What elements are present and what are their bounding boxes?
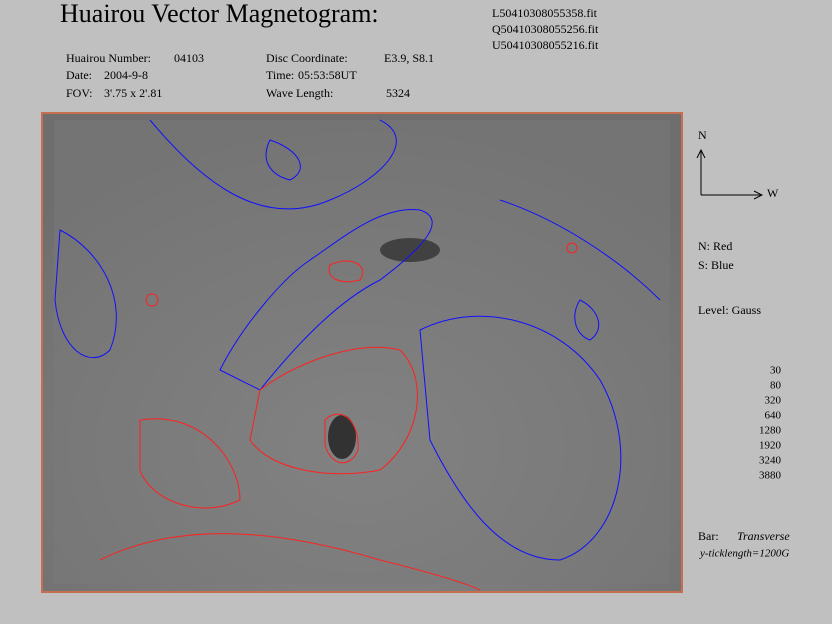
info-value: 3'.75 x 2'.81 [104, 86, 162, 100]
info-value: 04103 [174, 51, 204, 65]
info-value: E3.9, S8.1 [384, 51, 434, 65]
bar-note: y-ticklength=1200G [699, 548, 789, 560]
info-label: Huairou Number: [66, 51, 151, 65]
compass-arrows [696, 148, 764, 200]
info-label: Disc Coordinate: [266, 51, 348, 65]
info-label: Date: [66, 68, 92, 82]
magnetogram [41, 112, 683, 593]
level-value: 1280 [759, 425, 782, 437]
legend-level-title: Level: Gauss [698, 303, 761, 317]
file-name: L50410308055358.fit [492, 6, 598, 20]
level-value: 30 [770, 365, 782, 377]
compass-north: N [698, 128, 707, 142]
info-label: FOV: [66, 86, 92, 100]
legend-south: S: Blue [698, 258, 734, 272]
title: Huairou Vector Magnetogram: [60, 0, 379, 28]
info-label: Wave Length: [266, 86, 333, 100]
level-value: 3240 [759, 455, 782, 467]
info-label: Time: [266, 68, 294, 82]
info-value: 5324 [386, 86, 410, 100]
info-value: 2004-9-8 [104, 68, 148, 82]
file-name: Q50410308055256.fit [492, 22, 599, 36]
info-value: 05:53:58UT [298, 68, 357, 82]
level-value: 3880 [759, 470, 782, 482]
legend-north: N: Red [698, 239, 732, 253]
level-list: 30 80 320 640 1280 1920 3240 3880 [759, 365, 782, 482]
bar-type: Transverse [737, 529, 790, 543]
level-value: 80 [770, 380, 782, 392]
level-value: 1920 [759, 440, 782, 452]
file-name: U50410308055216.fit [492, 38, 599, 52]
level-value: 320 [765, 395, 782, 407]
compass-west: W [767, 186, 779, 200]
level-value: 640 [765, 410, 782, 422]
bar-label: Bar: [698, 529, 719, 543]
